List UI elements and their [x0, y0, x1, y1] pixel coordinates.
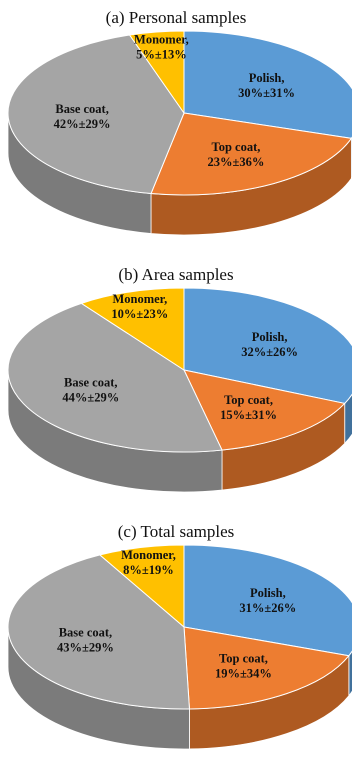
pie-label-polish: Polish, 31%±26% [239, 586, 296, 615]
pie-label-value: 44%±29% [62, 390, 119, 404]
pie-label-base-coat: Base coat, 44%±29% [62, 375, 119, 404]
pie-label-base-coat: Base coat, 42%±29% [54, 102, 111, 131]
pie-label-monomer: Monomer, 10%±23% [111, 292, 168, 321]
pie-slice-top-coat [150, 112, 352, 196]
pie-data-labels: Polish, 32%±26% Top coat, 15%±31% Base coat,… [62, 292, 298, 422]
pie-label-value: 10%±23% [111, 307, 168, 321]
pie-slice-monomer [98, 544, 185, 629]
pie-label-name: Top coat, [224, 393, 273, 407]
pie-data-labels: Polish, 31%±26% Top coat, 19%±34% Base coat,… [57, 548, 296, 681]
pie-label-name: Polish, [250, 586, 286, 600]
pie-slice-top-coat [183, 626, 350, 710]
pie-label-name: Monomer, [112, 292, 167, 306]
pie-slice-top-coat [183, 369, 346, 451]
pie-label-value: 30%±31% [238, 86, 295, 100]
pie-label-top-coat: Top coat, 19%±34% [215, 652, 272, 681]
pie-slices [7, 544, 352, 710]
pie-data-labels: Polish, 30%±31% Top coat, 23%±36% Base coat,… [54, 33, 295, 169]
pie-slice-polish [183, 30, 352, 139]
pie-slice-polish [183, 544, 352, 657]
chart-title: (c) Total samples [118, 522, 235, 541]
pie-label-name: Base coat, [59, 625, 112, 639]
pie-label-name: Polish, [252, 330, 288, 344]
pie-label-name: Polish, [249, 71, 285, 85]
pie-label-value: 15%±31% [220, 408, 277, 422]
pie-label-value: 19%±34% [215, 667, 272, 681]
pie-slice-monomer [80, 287, 185, 371]
pie-panel-area: (b) Area samples Polish, 32%±26% Top coat,… [0, 257, 352, 514]
pie-label-value: 8%±19% [123, 563, 174, 577]
pie-panel-personal: (a) Personal samples Polish, 30%±31% Top c… [0, 0, 352, 257]
pie-label-polish: Polish, 30%±31% [238, 71, 295, 100]
chart-title: (b) Area samples [118, 265, 233, 284]
pie-label-name: Monomer, [134, 33, 189, 47]
pie-label-polish: Polish, 32%±26% [241, 330, 298, 359]
pie-chart-area: (b) Area samples Polish, 32%±26% Top coat,… [7, 265, 352, 493]
pie-slice-polish [183, 287, 352, 404]
pie-label-value: 42%±29% [54, 117, 111, 131]
pie-chart-total: (c) Total samples Polish, 31%±26% Top coat… [7, 522, 352, 750]
chart-title: (a) Personal samples [106, 8, 247, 27]
pie-label-value: 5%±13% [136, 48, 187, 62]
pie-slice-monomer [128, 30, 185, 115]
pie-chart-personal: (a) Personal samples Polish, 30%±31% Top c… [7, 8, 352, 236]
pie-label-top-coat: Top coat, 23%±36% [208, 140, 265, 169]
pie-label-base-coat: Base coat, 43%±29% [57, 625, 114, 654]
pie-label-name: Top coat, [212, 140, 261, 154]
pie-label-value: 32%±26% [241, 345, 298, 359]
pie-slices [7, 287, 352, 453]
pie-label-top-coat: Top coat, 15%±31% [220, 393, 277, 422]
pie-label-name: Base coat, [55, 102, 108, 116]
pie-slice-base-coat [7, 302, 223, 453]
pie-label-name: Top coat, [219, 652, 268, 666]
pie-slice-base-coat [7, 554, 191, 710]
pie-panel-total: (c) Total samples Polish, 31%±26% Top coat… [0, 514, 352, 771]
pie-slices [7, 30, 352, 196]
pie-label-value: 43%±29% [57, 640, 114, 654]
pie-label-name: Base coat, [64, 375, 117, 389]
pie-slice-base-coat [7, 34, 185, 195]
pie-label-name: Monomer, [121, 548, 176, 562]
pie-label-value: 31%±26% [239, 601, 296, 615]
pie-label-value: 23%±36% [208, 155, 265, 169]
pie-label-monomer: Monomer, 8%±19% [121, 548, 176, 577]
pie-label-monomer: Monomer, 5%±13% [134, 33, 189, 62]
